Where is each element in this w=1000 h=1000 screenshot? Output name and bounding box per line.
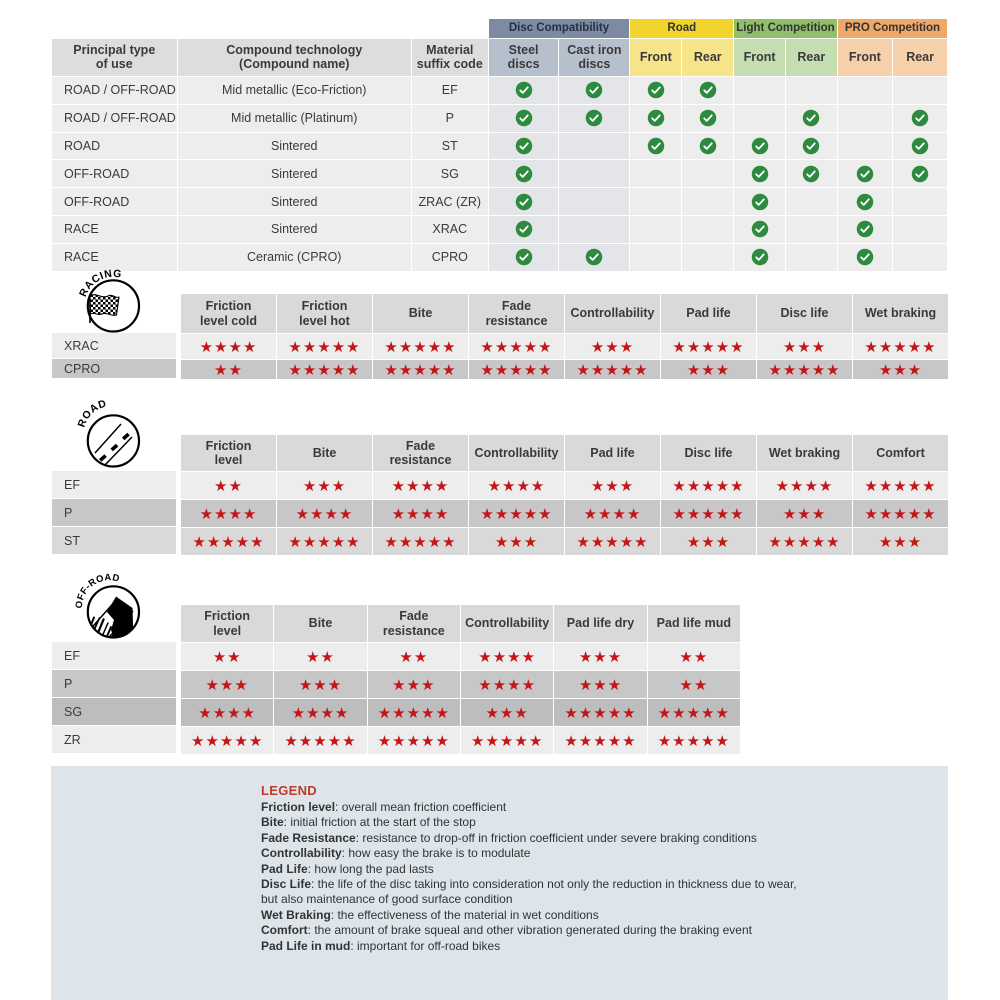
svg-text:RACING: RACING <box>77 268 122 299</box>
svg-text:ROAD: ROAD <box>76 397 109 428</box>
